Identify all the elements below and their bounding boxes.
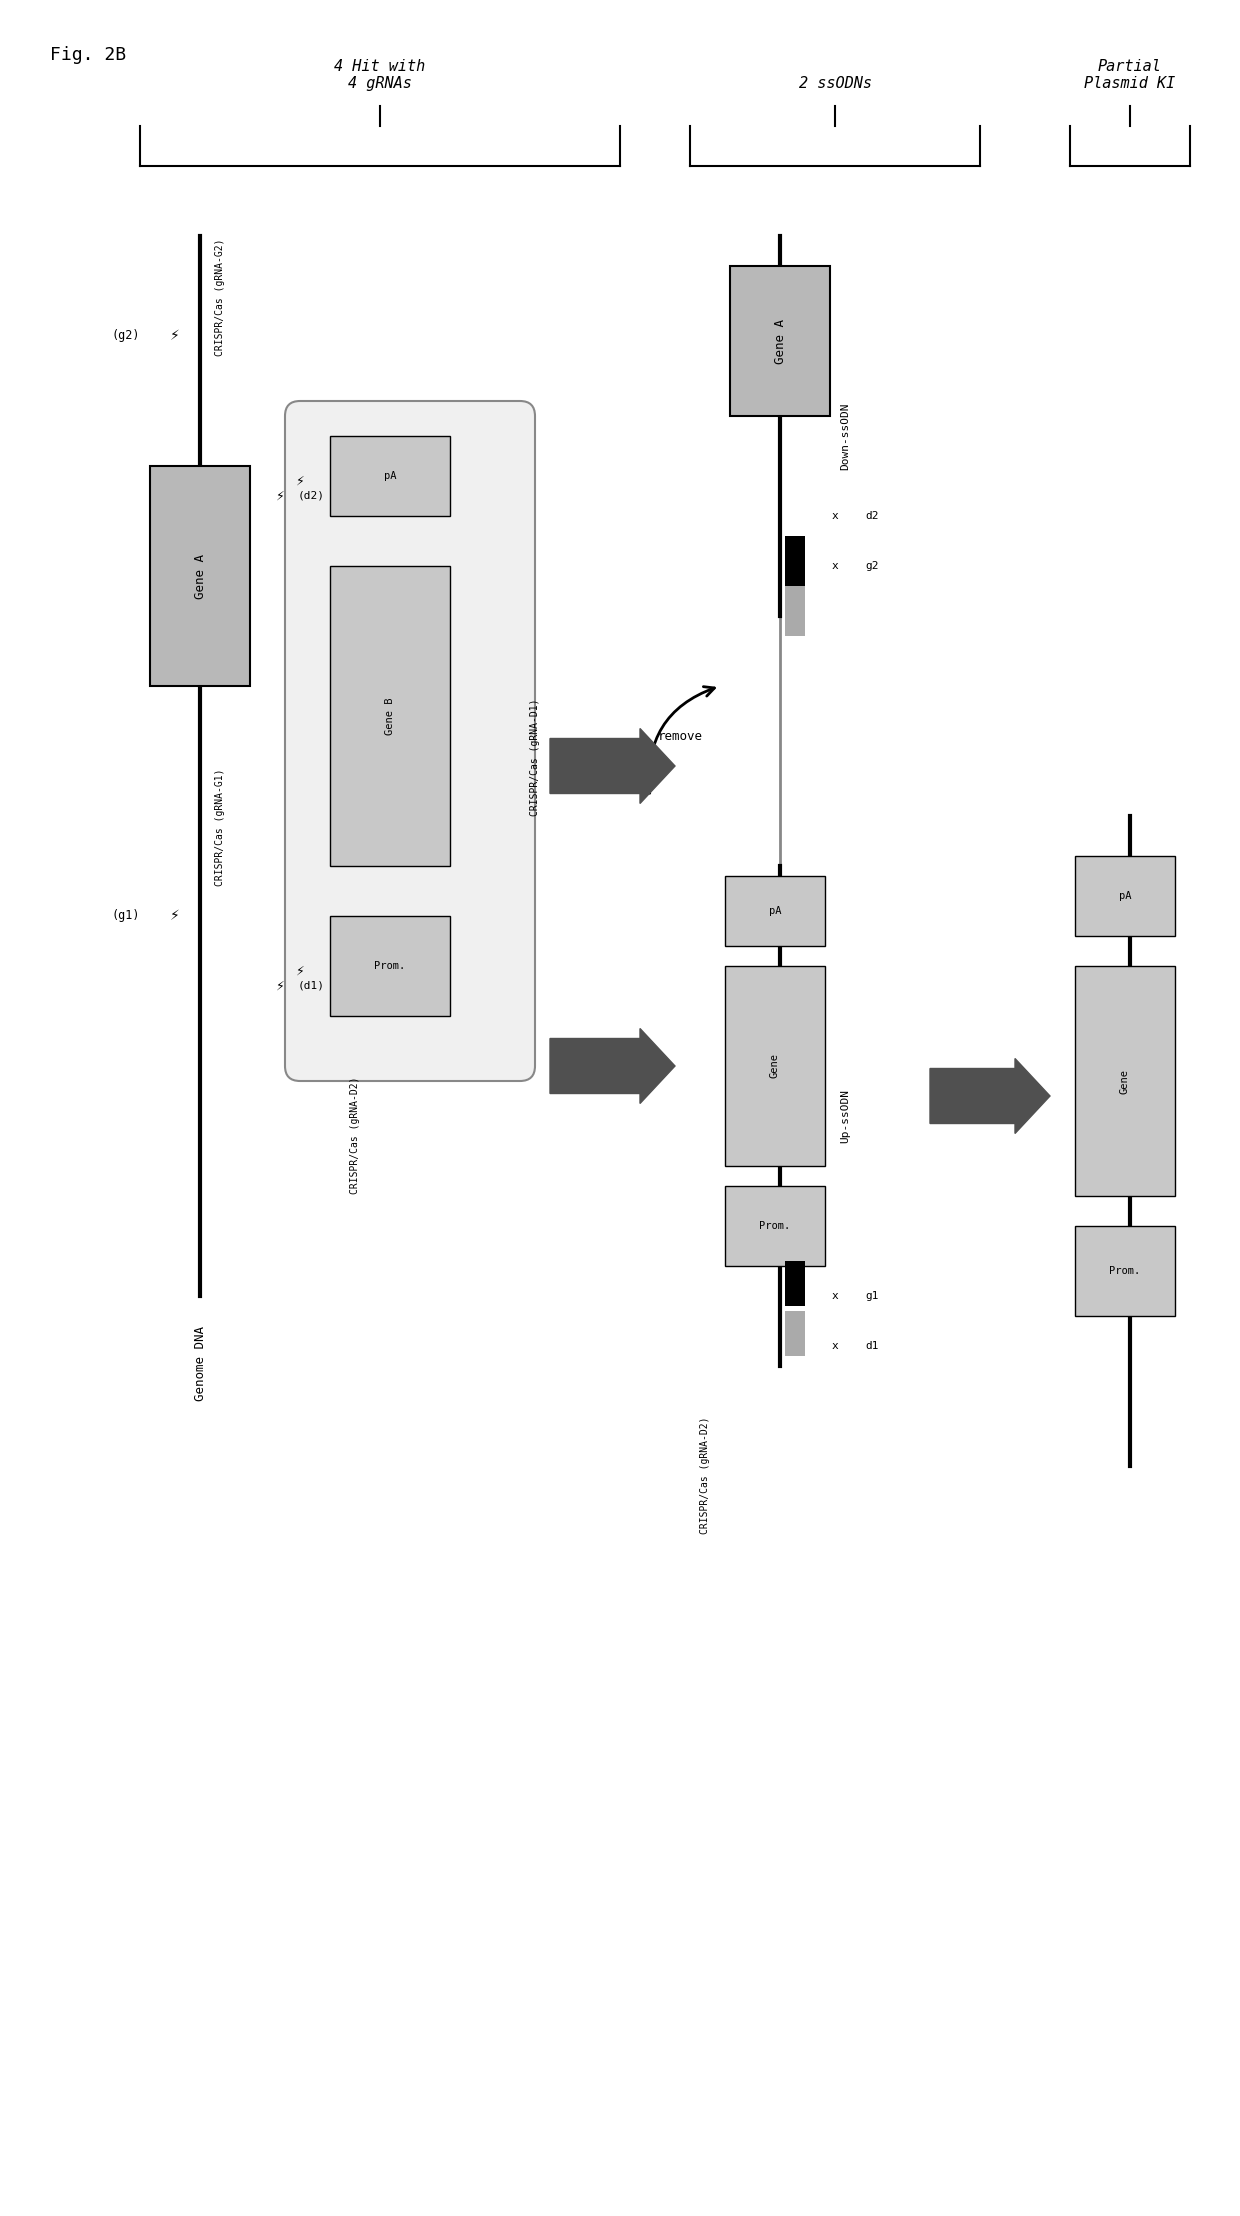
- Text: ⚡: ⚡: [170, 328, 180, 343]
- Text: d1: d1: [866, 1341, 878, 1352]
- Text: ⚡: ⚡: [275, 490, 284, 503]
- Text: g1: g1: [866, 1292, 878, 1301]
- FancyBboxPatch shape: [725, 966, 825, 1166]
- FancyBboxPatch shape: [1075, 966, 1176, 1197]
- Text: x: x: [832, 1341, 838, 1352]
- Text: pA: pA: [1118, 891, 1131, 902]
- Text: remove: remove: [657, 729, 703, 742]
- Text: x: x: [832, 561, 838, 572]
- Text: Gene A: Gene A: [774, 319, 786, 363]
- Text: CRISPR/Cas (gRNA-D2): CRISPR/Cas (gRNA-D2): [350, 1077, 360, 1194]
- FancyBboxPatch shape: [1075, 855, 1176, 935]
- Text: Prom.: Prom.: [374, 962, 405, 971]
- Text: CRISPR/Cas (gRNA-D1): CRISPR/Cas (gRNA-D1): [529, 698, 539, 815]
- FancyBboxPatch shape: [150, 465, 250, 687]
- Text: Prom.: Prom.: [1110, 1265, 1141, 1276]
- Text: 2 ssODNs: 2 ssODNs: [799, 75, 872, 91]
- Text: x: x: [832, 512, 838, 521]
- Text: g2: g2: [866, 561, 878, 572]
- FancyBboxPatch shape: [725, 1186, 825, 1265]
- Text: ⚡: ⚡: [275, 979, 284, 993]
- Text: x: x: [832, 1292, 838, 1301]
- Text: (d1): (d1): [298, 982, 325, 991]
- Text: Gene: Gene: [770, 1053, 780, 1079]
- Text: Fig. 2B: Fig. 2B: [50, 47, 126, 64]
- Text: ⚡: ⚡: [295, 474, 304, 488]
- Text: CRISPR/Cas (gRNA-G2): CRISPR/Cas (gRNA-G2): [215, 239, 224, 357]
- Text: pA: pA: [769, 906, 781, 915]
- FancyBboxPatch shape: [785, 1261, 805, 1305]
- FancyArrow shape: [551, 1028, 675, 1104]
- FancyBboxPatch shape: [785, 585, 805, 636]
- Text: Gene: Gene: [1120, 1068, 1130, 1092]
- FancyBboxPatch shape: [1075, 1225, 1176, 1316]
- FancyBboxPatch shape: [330, 915, 450, 1015]
- FancyBboxPatch shape: [785, 1312, 805, 1356]
- Text: ⚡: ⚡: [170, 909, 180, 924]
- FancyArrow shape: [930, 1059, 1050, 1135]
- FancyBboxPatch shape: [285, 401, 534, 1081]
- Text: (g1): (g1): [112, 909, 140, 922]
- FancyArrow shape: [551, 729, 675, 804]
- FancyBboxPatch shape: [730, 266, 830, 417]
- Text: CRISPR/Cas (gRNA-G1): CRISPR/Cas (gRNA-G1): [215, 769, 224, 886]
- Text: Down-ssODN: Down-ssODN: [839, 403, 849, 470]
- FancyBboxPatch shape: [785, 536, 805, 585]
- Text: Gene A: Gene A: [193, 554, 207, 598]
- FancyBboxPatch shape: [330, 437, 450, 516]
- Text: Prom.: Prom.: [759, 1221, 791, 1232]
- Text: pA: pA: [383, 472, 397, 481]
- FancyBboxPatch shape: [725, 875, 825, 946]
- Text: Up-ssODN: Up-ssODN: [839, 1088, 849, 1143]
- Text: 4 Hit with
4 gRNAs: 4 Hit with 4 gRNAs: [335, 58, 425, 91]
- Text: CRISPR/Cas (gRNA-D2): CRISPR/Cas (gRNA-D2): [701, 1416, 711, 1533]
- Text: Gene B: Gene B: [384, 698, 396, 736]
- Text: (d2): (d2): [298, 492, 325, 501]
- Text: d2: d2: [866, 512, 878, 521]
- Text: (g2): (g2): [112, 330, 140, 343]
- Text: Genome DNA: Genome DNA: [193, 1325, 207, 1401]
- Text: Partial
Plasmid KI: Partial Plasmid KI: [1084, 58, 1176, 91]
- FancyBboxPatch shape: [330, 565, 450, 866]
- Text: ⚡: ⚡: [295, 964, 304, 977]
